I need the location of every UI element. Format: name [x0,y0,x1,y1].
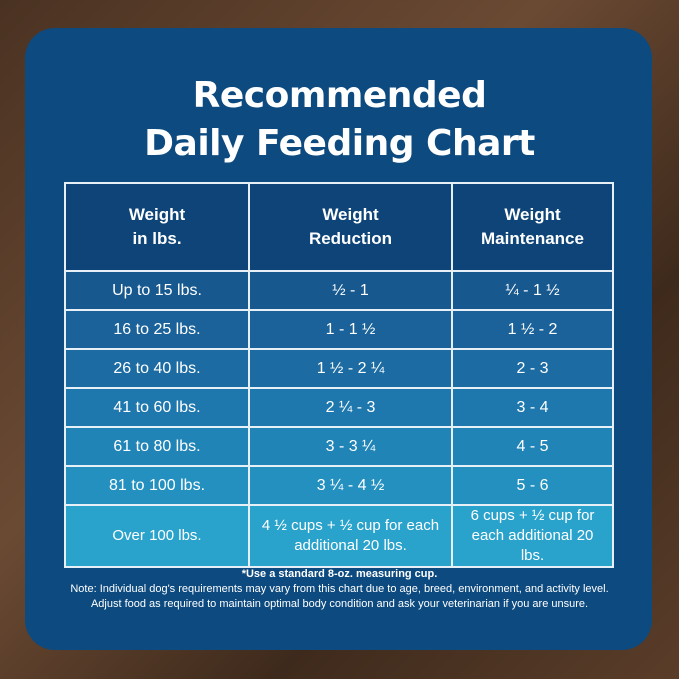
note-line: Adjust food as required to maintain opti… [90,598,589,610]
reduction-cell: 4 ½ cups + ½ cup for each additional 20 … [248,504,453,568]
weight-cell: 16 to 25 lbs. [64,309,250,350]
header-line: Weight [128,205,186,224]
maintenance-cell: 3 - 4 [451,387,614,428]
table-row: Over 100 lbs. 4 ½ cups + ½ cup for each a… [64,504,614,568]
weight-cell: 41 to 60 lbs. [64,387,250,428]
weight-cell: 81 to 100 lbs. [64,465,250,506]
footnotes: *Use a standard 8-oz. measuring cup. Not… [0,567,679,612]
feeding-table: Weight in lbs. Weight Reduction Weight Mainte… [64,182,614,568]
header-line: Reduction [308,229,393,248]
title-line: Daily Feeding Chart [144,123,535,164]
maintenance-cell: 4 - 5 [451,426,614,467]
page-title: Recommended Daily Feeding Chart [0,72,679,168]
reduction-cell: 1 ½ - 2 ¼ [248,348,453,389]
maintenance-cell: 6 cups + ½ cup for each additional 20 lb… [451,504,614,568]
reduction-cell: ½ - 1 [248,270,453,311]
reduction-cell: 3 - 3 ¼ [248,426,453,467]
weight-cell: 26 to 40 lbs. [64,348,250,389]
header-line: Weight [504,205,561,224]
maintenance-cell: 2 - 3 [451,348,614,389]
column-header: Weight Maintenance [451,182,614,272]
weight-cell: 61 to 80 lbs. [64,426,250,467]
column-header: Weight Reduction [248,182,453,272]
reduction-cell: 1 - 1 ½ [248,309,453,350]
note-line: Note: Individual dog's requirements may … [70,583,609,595]
reduction-cell: 3 ¼ - 4 ½ [248,465,453,506]
header-row: Weight in lbs. Weight Reduction Weight Mainte… [64,182,614,272]
header-line: Weight [322,205,379,224]
measuring-cup-note: *Use a standard 8-oz. measuring cup. [241,568,438,580]
header-line: Maintenance [481,229,584,248]
title-line: Recommended [192,75,487,116]
reduction-cell: 2 ¼ - 3 [248,387,453,428]
maintenance-cell: ¼ - 1 ½ [451,270,614,311]
header-line: in lbs. [132,229,182,248]
maintenance-cell: 1 ½ - 2 [451,309,614,350]
weight-cell: Over 100 lbs. [64,504,250,568]
maintenance-cell: 5 - 6 [451,465,614,506]
weight-cell: Up to 15 lbs. [64,270,250,311]
column-header: Weight in lbs. [64,182,250,272]
